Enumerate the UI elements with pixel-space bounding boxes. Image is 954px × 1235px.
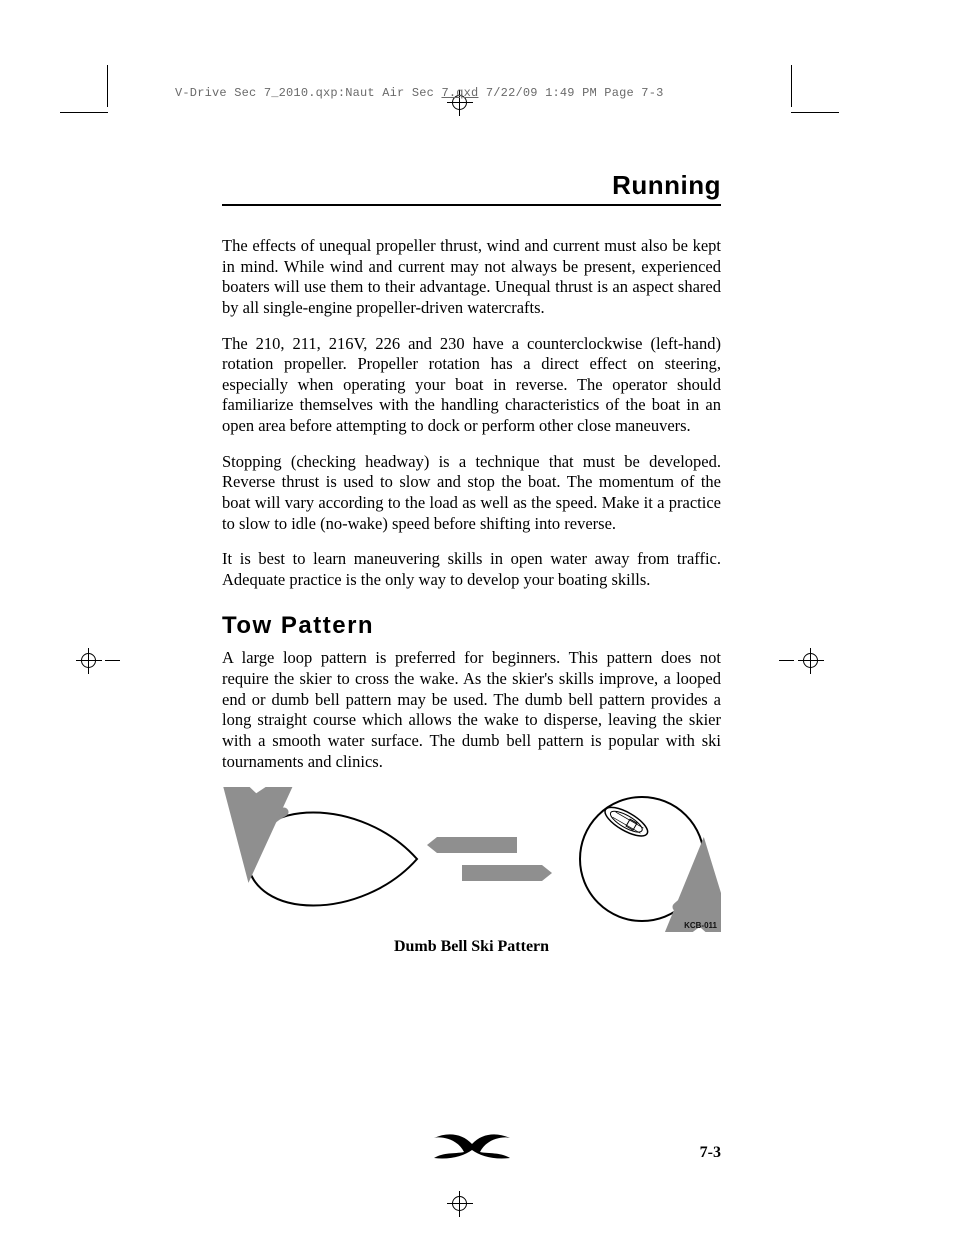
- crop-mark-top-left-h: [60, 105, 108, 113]
- registration-mark-right-bar: [779, 660, 794, 661]
- figure-code: KCB-011: [684, 921, 717, 930]
- section-title: Running: [222, 170, 721, 206]
- crop-mark-top-right-v: [791, 65, 799, 107]
- registration-mark-right: [800, 650, 822, 672]
- page-number: 7-3: [700, 1144, 721, 1162]
- slug-file: V-Drive Sec 7_2010.qxp:Naut Air Sec: [175, 86, 441, 100]
- page-content: Running The effects of unequal propeller…: [222, 170, 721, 956]
- brand-logo-icon: [432, 1130, 512, 1170]
- body-text: The effects of unequal propeller thrust,…: [222, 236, 721, 772]
- figure-caption: Dumb Bell Ski Pattern: [222, 938, 721, 956]
- paragraph-5: A large loop pattern is preferred for be…: [222, 648, 721, 772]
- crop-mark-top-left-v: [100, 65, 108, 107]
- crop-mark-top-right-h: [791, 105, 839, 113]
- slug-underlined: 7.qxd: [441, 86, 478, 100]
- dumbbell-pattern-figure: KCB-011: [222, 787, 721, 932]
- registration-mark-bottom: [449, 1193, 471, 1215]
- slug-rest: 7/22/09 1:49 PM Page 7-3: [478, 86, 663, 100]
- paragraph-2: The 210, 211, 216V, 226 and 230 have a c…: [222, 334, 721, 437]
- paragraph-3: Stopping (checking headway) is a techniq…: [222, 452, 721, 535]
- paragraph-1: The effects of unequal propeller thrust,…: [222, 236, 721, 319]
- registration-mark-left: [78, 650, 100, 672]
- paragraph-4: It is best to learn maneuvering skills i…: [222, 549, 721, 590]
- footer: 7-3: [222, 1130, 721, 1175]
- subheading-tow-pattern: Tow Pattern: [222, 612, 721, 640]
- slugline: V-Drive Sec 7_2010.qxp:Naut Air Sec 7.qx…: [175, 86, 664, 100]
- registration-mark-left-bar: [105, 660, 120, 661]
